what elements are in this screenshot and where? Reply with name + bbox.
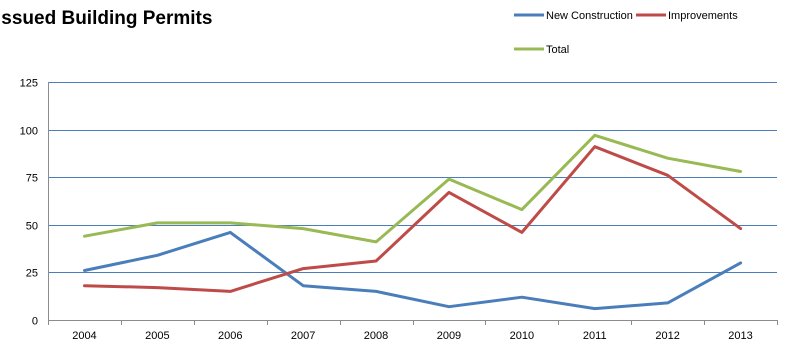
gridlines bbox=[48, 82, 777, 273]
y-tick-label: 0 bbox=[32, 316, 38, 328]
chart-title: Issued Building Permits bbox=[0, 8, 213, 29]
legend-label-total: Total bbox=[546, 44, 569, 56]
x-tick-label: 2004 bbox=[72, 330, 96, 342]
y-tick-label: 25 bbox=[26, 268, 38, 280]
x-tick-label: 2013 bbox=[728, 330, 752, 342]
y-tick-label: 75 bbox=[26, 173, 38, 185]
series-lines bbox=[83, 133, 743, 311]
x-tick-label: 2011 bbox=[583, 330, 607, 342]
y-tick-label: 100 bbox=[20, 126, 38, 138]
y-tick-label: 50 bbox=[26, 221, 38, 233]
x-tick-label: 2005 bbox=[145, 330, 169, 342]
x-tick-label: 2008 bbox=[364, 330, 388, 342]
axes: 0 25 50 75 100 125 2004 2005 2006 2007 2008 2009 201… bbox=[20, 78, 778, 342]
series-line-new-construction bbox=[83, 230, 743, 311]
x-tick-label: 2006 bbox=[218, 330, 242, 342]
x-tick-label: 2007 bbox=[291, 330, 315, 342]
series-line-total bbox=[83, 133, 743, 244]
x-tick-label: 2009 bbox=[437, 330, 461, 342]
y-tick-label: 125 bbox=[20, 78, 38, 90]
x-tick-label: 2012 bbox=[655, 330, 679, 342]
legend: New Construction Improvements Total bbox=[514, 10, 738, 56]
legend-label-improvements: Improvements bbox=[668, 10, 738, 22]
legend-label-new-construction: New Construction bbox=[546, 10, 633, 22]
x-tick-label: 2010 bbox=[510, 330, 534, 342]
series-line-improvements bbox=[83, 145, 743, 293]
